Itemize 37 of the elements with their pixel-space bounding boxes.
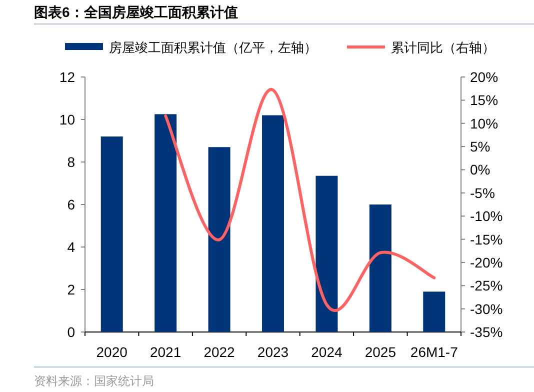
y2-tick-label: 10%	[470, 115, 498, 132]
chart-title: 图表6：全国房屋竣工面积累计值	[34, 4, 238, 20]
bar	[316, 176, 338, 332]
y-tick-label: 12	[59, 69, 76, 85]
y-tick-label: 2	[67, 282, 76, 298]
y-tick-label: 0	[67, 324, 76, 340]
y2-tick-label: 15%	[470, 92, 498, 108]
y2-tick-label: -25%	[470, 278, 503, 294]
x-tick-label: 2023	[257, 344, 289, 360]
x-tick-label: 2024	[311, 344, 342, 360]
y2-tick-label: -5%	[470, 184, 495, 201]
bar	[154, 114, 177, 332]
y2-tick-label: -30%	[470, 300, 503, 317]
x-tick-label: 2022	[204, 344, 236, 360]
y-tick-label: 10	[59, 112, 76, 128]
bar	[100, 136, 123, 332]
legend-label: 累计同比（右轴）	[391, 40, 495, 55]
y2-tick-label: -15%	[470, 231, 503, 248]
y2-tick-label: 0%	[470, 162, 490, 178]
y-tick-label: 4	[67, 239, 76, 255]
bar	[369, 204, 392, 332]
x-tick-label: 2021	[150, 344, 182, 360]
y2-tick-label: -20%	[470, 254, 503, 270]
bar	[208, 147, 230, 332]
x-tick-label: 26M1-7	[410, 344, 458, 360]
y2-tick-label: -10%	[470, 208, 503, 224]
x-tick-label: 2020	[96, 344, 128, 360]
y2-tick-label: 5%	[470, 138, 490, 155]
bar	[262, 115, 284, 332]
text: 资料来源：国家统计局	[34, 374, 154, 388]
y2-tick-label: -35%	[470, 324, 503, 340]
y-tick-label: 8	[67, 154, 76, 170]
bar	[423, 292, 446, 332]
legend-label: 房屋竣工面积累计值（亿平，左轴）	[109, 40, 317, 55]
y2-tick-label: 20%	[470, 69, 498, 85]
y-tick-label: 6	[67, 196, 76, 212]
x-tick-label: 2025	[364, 344, 396, 360]
